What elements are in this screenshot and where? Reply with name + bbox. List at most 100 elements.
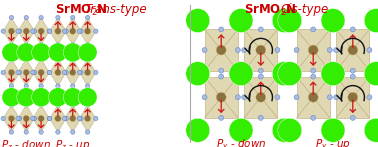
Circle shape (242, 47, 247, 52)
Circle shape (8, 69, 15, 76)
Circle shape (1, 70, 5, 75)
Circle shape (256, 92, 266, 102)
Circle shape (84, 69, 91, 76)
Circle shape (308, 92, 318, 102)
Polygon shape (33, 59, 49, 86)
Circle shape (258, 68, 263, 73)
Circle shape (258, 27, 263, 32)
Polygon shape (50, 18, 66, 45)
Circle shape (17, 29, 22, 33)
Polygon shape (3, 59, 20, 86)
Circle shape (48, 43, 67, 62)
Circle shape (64, 29, 68, 33)
Circle shape (38, 69, 44, 76)
Polygon shape (244, 29, 277, 71)
Circle shape (32, 88, 51, 107)
Circle shape (272, 62, 296, 86)
Polygon shape (33, 105, 49, 132)
Circle shape (56, 103, 60, 107)
Circle shape (70, 28, 76, 34)
Circle shape (63, 43, 82, 62)
Circle shape (85, 103, 90, 107)
Circle shape (47, 29, 51, 33)
Circle shape (64, 116, 68, 121)
Polygon shape (65, 18, 81, 45)
Circle shape (321, 118, 345, 142)
Circle shape (367, 47, 372, 52)
Circle shape (350, 68, 355, 73)
Circle shape (350, 27, 355, 32)
Circle shape (62, 116, 67, 121)
Polygon shape (65, 105, 81, 132)
Circle shape (48, 88, 67, 107)
Circle shape (71, 84, 75, 88)
Circle shape (23, 69, 29, 76)
Circle shape (85, 57, 90, 61)
Circle shape (17, 70, 22, 75)
Circle shape (62, 70, 67, 75)
Circle shape (311, 68, 316, 73)
Circle shape (39, 42, 43, 47)
Circle shape (70, 115, 76, 122)
Circle shape (278, 118, 302, 142)
Polygon shape (3, 18, 20, 45)
Circle shape (39, 84, 43, 88)
Circle shape (16, 116, 20, 121)
Circle shape (256, 45, 266, 55)
Circle shape (77, 116, 82, 121)
Circle shape (48, 70, 52, 75)
Circle shape (32, 29, 37, 33)
Circle shape (308, 45, 318, 55)
Circle shape (350, 115, 355, 120)
Circle shape (71, 57, 75, 61)
Circle shape (77, 29, 82, 33)
Circle shape (77, 70, 82, 75)
Circle shape (85, 84, 90, 88)
Circle shape (272, 9, 296, 32)
Circle shape (56, 84, 60, 88)
Circle shape (2, 43, 21, 62)
Circle shape (294, 47, 299, 52)
Circle shape (311, 115, 316, 120)
Circle shape (39, 57, 43, 61)
Circle shape (334, 47, 339, 52)
Circle shape (79, 70, 83, 75)
Polygon shape (65, 59, 81, 86)
Circle shape (94, 70, 98, 75)
Circle shape (71, 103, 75, 107)
Circle shape (17, 88, 36, 107)
Polygon shape (204, 29, 238, 71)
Circle shape (1, 116, 5, 121)
Polygon shape (79, 18, 96, 45)
Polygon shape (336, 77, 369, 118)
Circle shape (327, 95, 332, 100)
Circle shape (278, 62, 302, 86)
Circle shape (47, 116, 51, 121)
Polygon shape (297, 77, 330, 118)
Circle shape (9, 57, 14, 61)
Circle shape (216, 45, 226, 55)
Circle shape (55, 115, 61, 122)
Circle shape (258, 115, 263, 120)
Text: P$_z$ - down: P$_z$ - down (1, 138, 51, 147)
Circle shape (63, 88, 82, 107)
Circle shape (23, 115, 29, 122)
Circle shape (272, 118, 296, 142)
Circle shape (71, 42, 75, 47)
Circle shape (235, 47, 240, 52)
Circle shape (24, 84, 28, 88)
Circle shape (39, 130, 43, 134)
Text: P$_y$ - down: P$_y$ - down (216, 138, 266, 147)
Polygon shape (204, 77, 238, 118)
Circle shape (85, 130, 90, 134)
Circle shape (56, 130, 60, 134)
Circle shape (9, 42, 14, 47)
Circle shape (56, 57, 60, 61)
Circle shape (294, 95, 299, 100)
Circle shape (186, 9, 210, 32)
Polygon shape (18, 18, 34, 45)
Polygon shape (79, 59, 96, 86)
Circle shape (23, 28, 29, 34)
Circle shape (62, 29, 67, 33)
Text: Cis-type: Cis-type (281, 3, 329, 16)
